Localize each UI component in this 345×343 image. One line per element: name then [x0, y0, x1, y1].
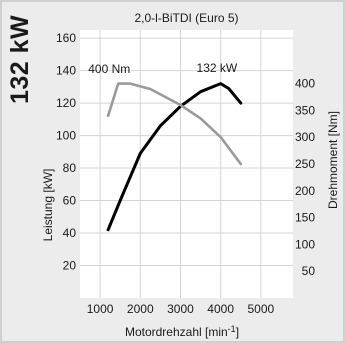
x-tick-label: 2000: [127, 302, 154, 316]
y-right-tick-label: 100: [295, 237, 315, 251]
y-left-tick-label: 100: [56, 129, 76, 143]
y-right-tick-label: 400: [295, 77, 315, 91]
labels-layer: 1000 2000 3000 4000 5000 20 40 60 80 100 120 140 160…: [41, 11, 340, 339]
torque-curve-line: [106, 82, 243, 166]
y-right-tick-label: 250: [295, 157, 315, 171]
y-right-tick-label: 300: [295, 130, 315, 144]
y-right-tick-label: 150: [295, 211, 315, 225]
series-layer: [106, 82, 243, 232]
x-tick-label: 1000: [87, 302, 114, 316]
y-left-tick-label: 120: [56, 96, 76, 110]
y-left-tick-label: 80: [63, 161, 77, 175]
plot-area: [80, 30, 293, 298]
x-axis-label: Motordrehzahl [min-1]: [125, 324, 239, 339]
y-right-tick-label: 200: [295, 184, 315, 198]
torque-series-label: 400 Nm: [88, 62, 130, 76]
y-left-tick-label: 160: [56, 31, 76, 45]
y-left-tick-label: 60: [63, 194, 77, 208]
x-tick-label: 4000: [207, 302, 234, 316]
x-tick-label: 3000: [167, 302, 194, 316]
grid-lines: [80, 30, 293, 298]
y-right-tick-label: 50: [302, 264, 316, 278]
y-left-axis-label: Leistung [kW]: [41, 169, 55, 242]
power-series-label: 132 kW: [197, 61, 238, 75]
y-right-axis-label: Drehmoment [Nm]: [326, 111, 340, 209]
chart-title: 2,0-l-BiTDI (Euro 5): [134, 11, 238, 25]
y-left-tick-label: 140: [56, 64, 76, 78]
x-tick-label: 5000: [247, 302, 274, 316]
y-left-tick-label: 20: [63, 259, 77, 273]
y-left-tick-label: 40: [63, 226, 77, 240]
y-right-tick-label: 350: [295, 103, 315, 117]
